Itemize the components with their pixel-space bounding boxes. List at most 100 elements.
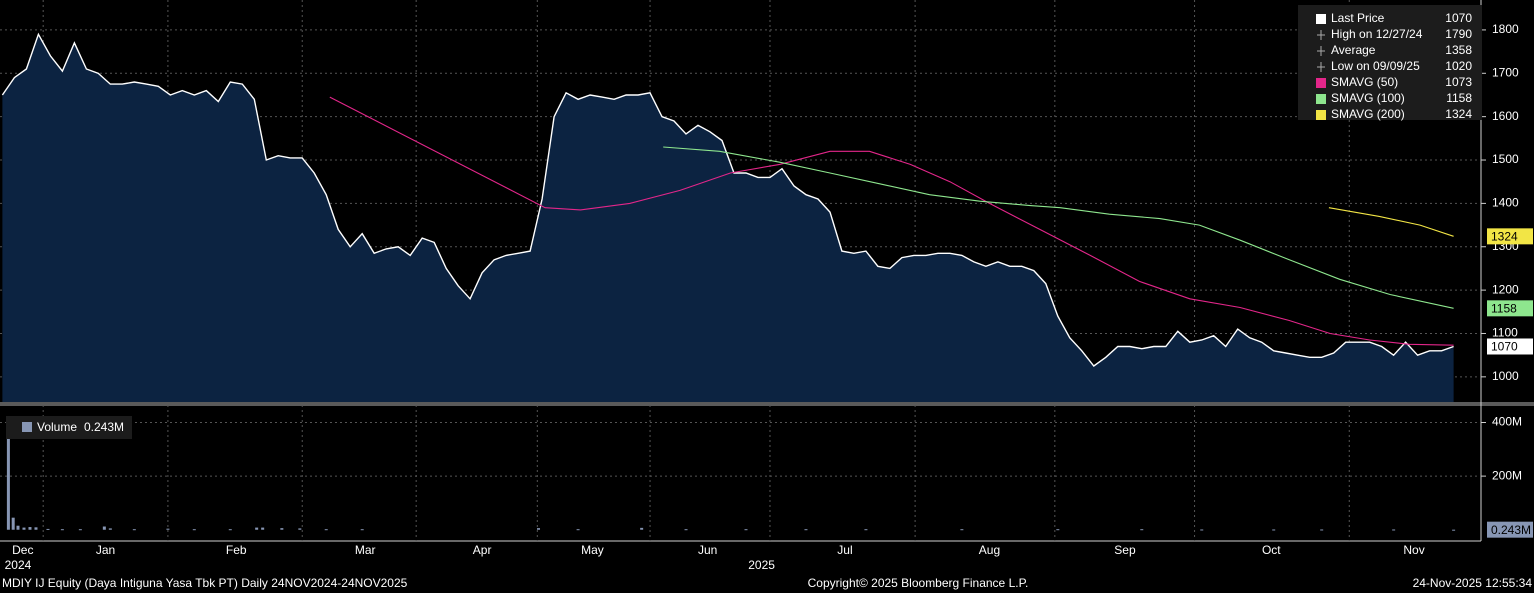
footer-right: 24-Nov-2025 12:55:34 [1413,576,1533,590]
legend-box [1298,5,1482,120]
volume-bar [28,527,32,530]
volume-bar [864,529,868,531]
y-tick-label: 1500 [1492,152,1519,166]
volume-bar [60,529,64,531]
panel: 1000110012001300140015001600170018001070… [0,0,1533,541]
volume-bar [360,529,364,531]
volume-bar [108,528,112,530]
legend-value: 0.243M [84,420,124,434]
volume-bar [132,529,136,531]
legend-value: 1790 [1445,27,1472,41]
x-tick-label: Mar [355,543,376,557]
panel-divider [0,402,1534,406]
year-label: 2024 [5,558,32,572]
volume-bar [102,526,106,530]
volume-bar [1392,529,1396,531]
legend-label: SMAVG (100) [1331,91,1405,105]
x-tick-label: Nov [1403,543,1424,557]
volume-bar [78,529,82,531]
series-line [663,146,1454,309]
volume-bar [298,528,302,530]
volume-bar [192,529,196,531]
legend-swatch [1316,94,1326,104]
last-value-label: 1158 [1491,302,1517,316]
volume-bar [1200,529,1204,531]
volume-bar [261,527,265,530]
x-tick-label: Apr [473,543,492,557]
volume-bar [960,529,964,531]
year-label: 2025 [748,558,775,572]
x-tick-label: Jan [96,543,115,557]
volume-bar [1320,529,1324,531]
volume-bar [684,529,688,531]
x-tick-label: Jun [698,543,717,557]
volume-bar [22,527,26,530]
volume-bar [11,517,15,530]
y-tick-label: 1600 [1492,109,1519,123]
legend-value: 1324 [1445,107,1472,121]
legend-label: High on 12/27/24 [1331,27,1423,41]
volume-bar [640,527,644,530]
volume-bar [6,436,10,530]
x-tick-label: May [581,543,604,557]
volume-bar [46,528,50,530]
x-tick-label: Oct [1262,543,1281,557]
volume-bar [280,528,284,530]
volume-bar [1452,529,1456,531]
last-value-label: 1324 [1491,230,1518,244]
last-value-label: 0.243M [1491,523,1531,537]
footer-center: Copyright© 2025 Bloomberg Finance L.P. [808,576,1029,590]
last-value-label: 1070 [1491,340,1518,354]
volume-bar [576,529,580,531]
x-tick-label: Feb [226,543,247,557]
y-tick-label: 200M [1492,468,1522,482]
x-tick-label: Sep [1114,543,1136,557]
last-value-badge [1487,300,1533,317]
legend-swatch [1316,14,1326,24]
panel: 200M 400M Dec Jan Feb Mar Apr May Jun Jul Aug Sep Oc… [0,415,1533,572]
last-value-badge [1487,338,1533,355]
legend-value: 1070 [1445,11,1472,25]
y-tick-label: 400M [1492,415,1522,429]
legend-swatch [1316,110,1326,120]
legend-value: 1358 [1445,43,1472,57]
volume-bar [537,528,541,530]
volume-bar [34,527,38,530]
volume-bar [1056,529,1060,531]
legend-value: 1073 [1445,75,1472,89]
series-line [329,96,1454,346]
volume-bar [1272,529,1276,531]
legend-value: 1020 [1445,59,1472,73]
series-line [1,32,1454,367]
legend-label: Last Price [1331,11,1385,25]
volume-bar [166,528,170,530]
y-tick-label: 1200 [1492,282,1519,296]
y-tick-label: 1400 [1492,196,1519,210]
series-line [1328,207,1454,237]
legend-label: Average [1331,43,1376,57]
last-value-badge [1487,228,1533,245]
x-tick-label: Aug [979,543,1000,557]
x-tick-label: Dec [12,543,33,557]
y-tick-label: 1000 [1492,369,1519,383]
legend-label: Volume [37,420,77,434]
legend-value: 1158 [1446,91,1472,105]
volume-bar [324,529,328,531]
volume-bar [804,529,808,531]
volume-bar [228,529,232,531]
y-tick-label: 1700 [1492,65,1519,79]
volume-bar [16,525,20,530]
volume-bar [744,529,748,531]
volume-bar [255,527,259,530]
y-tick-label: 1800 [1492,22,1519,36]
legend-label: Low on 09/09/25 [1331,59,1420,73]
legend-swatch [1316,78,1326,88]
last-value-badge [1487,521,1533,538]
footer-left: MDIY IJ Equity (Daya Intiguna Yasa Tbk P… [2,576,408,590]
legend-label: SMAVG (200) [1331,107,1405,121]
y-tick-label: 1100 [1492,326,1518,340]
volume-bar [1140,529,1144,531]
legend-box [6,416,132,439]
